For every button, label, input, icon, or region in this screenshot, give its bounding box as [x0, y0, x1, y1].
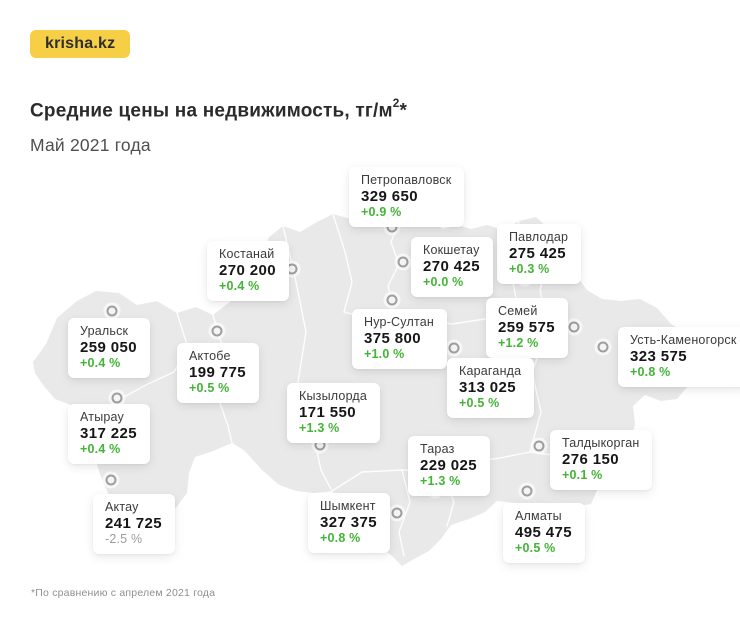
city-price-change: +1.2 %	[498, 336, 539, 350]
city-price-change: +1.3 %	[299, 421, 340, 435]
city-price-change: +0.8 %	[630, 365, 671, 379]
city-price: 276 150	[562, 451, 620, 468]
city-card: Шымкент 327 375 +0.8 %	[308, 493, 391, 553]
city-name: Тараз	[420, 442, 455, 456]
city-marker-dot	[521, 485, 533, 497]
city-price-change: +0.3 %	[509, 262, 550, 276]
city-name: Костанай	[219, 247, 275, 261]
city-price-change: +1.3 %	[420, 474, 461, 488]
city-card: Кызылорда 171 550 +1.3 %	[287, 383, 381, 443]
city-card: Талдыкорган 276 150 +0.1 %	[550, 430, 653, 490]
city-marker-dot	[106, 305, 118, 317]
city-name: Актобе	[189, 349, 231, 363]
city-price: 199 775	[189, 364, 247, 381]
city-price: 270 425	[423, 258, 481, 275]
city-name: Актау	[105, 500, 139, 514]
city-card: Костанай 270 200 +0.4 %	[207, 241, 290, 301]
page-title: Средние цены на недвижимость, тг/м2*	[30, 97, 408, 122]
city-price-change: +0.5 %	[459, 396, 500, 410]
city-card: Уральск 259 050 +0.4 %	[68, 318, 151, 378]
title-superscript: 2	[392, 97, 400, 110]
city-name: Петропавловск	[361, 173, 452, 187]
city-marker-dot	[597, 341, 609, 353]
city-price: 241 725	[105, 515, 163, 532]
city-card: Актобе 199 775 +0.5 %	[177, 343, 260, 403]
city-marker-dot	[391, 507, 403, 519]
city-price-change: +0.4 %	[219, 279, 260, 293]
city-price-change: +0.9 %	[361, 205, 402, 219]
city-name: Павлодар	[509, 230, 569, 244]
city-card: Караганда 313 025 +0.5 %	[447, 358, 535, 418]
city-name: Алматы	[515, 509, 562, 523]
city-price: 375 800	[364, 330, 422, 347]
city-price-change: +0.8 %	[320, 531, 361, 545]
city-price-change: +0.5 %	[515, 541, 556, 555]
krisha-logo: krisha.kz	[30, 30, 131, 58]
city-card: Тараз 229 025 +1.3 %	[408, 436, 491, 496]
city-marker-dot	[533, 440, 545, 452]
city-price: 495 475	[515, 524, 573, 541]
city-price-change: +1.0 %	[364, 347, 405, 361]
city-price: 327 375	[320, 514, 378, 531]
city-price: 313 025	[459, 379, 517, 396]
city-name: Караганда	[459, 364, 522, 378]
city-card: Актау 241 725 -2.5 %	[93, 494, 176, 554]
city-card: Павлодар 275 425 +0.3 %	[497, 224, 582, 284]
city-price-change: -2.5 %	[105, 532, 143, 546]
city-card: Нур-Султан 375 800 +1.0 %	[352, 309, 447, 369]
city-card: Усть-Каменогорск 323 575 +0.8 %	[618, 327, 740, 387]
city-price: 229 025	[420, 457, 478, 474]
city-name: Атырау	[80, 410, 124, 424]
city-price: 259 050	[80, 339, 138, 356]
period-subtitle: Май 2021 года	[30, 135, 151, 155]
footnote: *По сравнению с апрелем 2021 года	[31, 587, 216, 599]
city-marker-dot	[397, 256, 409, 268]
city-card: Кокшетау 270 425 +0.0 %	[411, 237, 494, 297]
city-name: Кокшетау	[423, 243, 480, 257]
city-name: Усть-Каменогорск	[630, 333, 737, 347]
city-name: Семей	[498, 304, 538, 318]
title-footnote-asterisk: *	[399, 100, 408, 122]
city-price: 275 425	[509, 245, 567, 262]
city-marker-dot	[211, 325, 223, 337]
city-price: 323 575	[630, 348, 688, 365]
city-price: 171 550	[299, 404, 357, 421]
city-name: Уральск	[80, 324, 129, 338]
city-name: Нур-Султан	[364, 315, 434, 329]
city-price-change: +0.5 %	[189, 381, 230, 395]
city-price: 270 200	[219, 262, 277, 279]
city-name: Талдыкорган	[562, 436, 640, 450]
city-price-change: +0.4 %	[80, 356, 121, 370]
city-name: Кызылорда	[299, 389, 368, 403]
city-price: 259 575	[498, 319, 556, 336]
city-card: Атырау 317 225 +0.4 %	[68, 404, 151, 464]
city-marker-dot	[448, 342, 460, 354]
city-name: Шымкент	[320, 499, 376, 513]
city-price: 329 650	[361, 188, 419, 205]
city-card: Семей 259 575 +1.2 %	[486, 298, 569, 358]
city-card: Алматы 495 475 +0.5 %	[503, 503, 586, 563]
city-price-change: +0.4 %	[80, 442, 121, 456]
page-title-text: Средние цены на недвижимость, тг/м	[30, 100, 393, 122]
city-price-change: +0.0 %	[423, 275, 464, 289]
city-marker-dot	[105, 474, 117, 486]
city-card: Петропавловск 329 650 +0.9 %	[349, 167, 465, 227]
city-marker-dot	[386, 294, 398, 306]
city-price-change: +0.1 %	[562, 468, 603, 482]
city-marker-dot	[568, 321, 580, 333]
city-price: 317 225	[80, 425, 138, 442]
city-marker-dot	[111, 392, 123, 404]
